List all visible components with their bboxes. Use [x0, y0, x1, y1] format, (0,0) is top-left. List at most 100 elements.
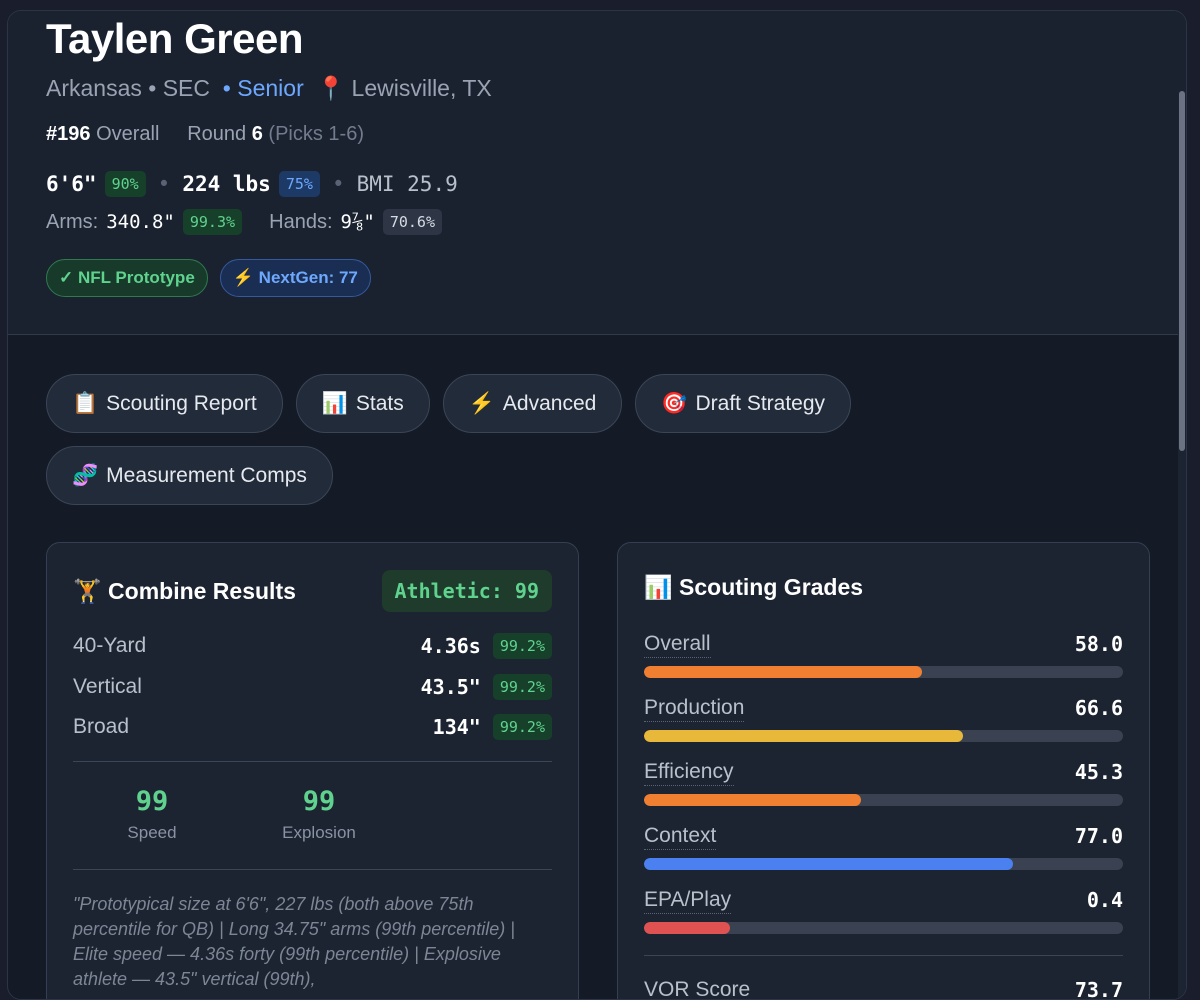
grade-bar-fill [644, 858, 1013, 870]
arms-percentile-badge: 99.3% [182, 209, 243, 235]
grade-label[interactable]: Efficiency [644, 760, 734, 786]
rank-number: #196 [46, 123, 91, 145]
combine-row-label: Vertical [73, 675, 142, 698]
bmi-value: BMI 25.9 [356, 172, 458, 196]
profile-tabs: 📋 Scouting Report 📊 Stats ⚡ Advanced 🎯 D… [46, 374, 906, 505]
dna-icon: 🧬 [72, 463, 99, 487]
combine-row-percentile: 99.2% [492, 674, 552, 700]
explosion-score: 99 Explosion [259, 786, 379, 843]
height-percentile-badge: 90% [104, 171, 146, 197]
combine-row: 40-Yard 4.36s 99.2% [73, 630, 552, 662]
athletic-score-badge: Athletic: 99 [381, 570, 552, 612]
class-year: • Senior [222, 75, 304, 101]
separator: • [148, 75, 157, 101]
combine-row: Vertical 43.5" 99.2% [73, 671, 552, 703]
nextgen-badge[interactable]: ⚡ NextGen: 77 [219, 259, 371, 297]
tab-scouting-report[interactable]: 📋 Scouting Report [46, 374, 283, 433]
divider [73, 761, 552, 762]
grade-value: 58.0 [1074, 632, 1123, 656]
tab-label: Scouting Report [106, 391, 257, 415]
player-subtitle: Arkansas • SEC • Senior 📍 Lewisville, TX [46, 75, 492, 102]
combine-row: Broad 134" 99.2% [73, 711, 552, 743]
tab-label: Advanced [502, 391, 597, 415]
hands-label: Hands: [269, 210, 333, 233]
grade-value: 0.4 [1086, 888, 1123, 912]
player-header: Taylen Green Arkansas • SEC • Senior 📍 L… [8, 11, 1186, 335]
grades-title-text: Scouting Grades [679, 574, 864, 600]
divider [73, 869, 552, 870]
speed-score-value: 99 [135, 786, 169, 817]
separator: • [331, 172, 345, 196]
lightning-icon: ⚡ [468, 391, 495, 415]
divider [644, 955, 1123, 956]
rank-label: Overall [96, 123, 160, 145]
location-pin-icon: 📍 [316, 75, 346, 101]
arms-label: Arms: [46, 210, 99, 233]
combine-row-value: 134" [432, 715, 481, 739]
conference[interactable]: SEC [162, 75, 211, 101]
nfl-prototype-badge[interactable]: ✓ NFL Prototype [46, 259, 208, 297]
grade-value: 66.6 [1074, 696, 1123, 720]
grade-bar-track [644, 794, 1123, 806]
grade-bar-fill [644, 730, 963, 742]
vor-score-label: VOR Score [644, 978, 751, 1000]
bar-chart-icon: 📊 [644, 574, 673, 600]
tab-label: Measurement Comps [106, 463, 307, 487]
height-value: 6'6" [46, 172, 97, 196]
grade-row-efficiency: Efficiency 45.3 [644, 760, 1123, 820]
grade-label[interactable]: Overall [644, 632, 711, 658]
tab-measurement-comps[interactable]: 🧬 Measurement Comps [46, 446, 333, 505]
grade-bar-track [644, 730, 1123, 742]
school[interactable]: Arkansas [46, 75, 142, 101]
grades-title: 📊 Scouting Grades [644, 574, 863, 601]
grade-label[interactable]: Context [644, 824, 717, 850]
combine-row-label: 40-Yard [73, 634, 147, 657]
combine-row-percentile: 99.2% [492, 633, 552, 659]
grade-bar-track [644, 922, 1123, 934]
tab-advanced[interactable]: ⚡ Advanced [442, 374, 623, 433]
grade-value: 77.0 [1074, 824, 1123, 848]
target-icon: 🎯 [661, 391, 688, 415]
scrollbar[interactable] [1178, 91, 1186, 999]
grade-row-epa-play: EPA/Play 0.4 [644, 888, 1123, 948]
grade-label[interactable]: EPA/Play [644, 888, 732, 914]
grade-bar-track [644, 666, 1123, 678]
tab-stats[interactable]: 📊 Stats [295, 374, 430, 433]
hands-value: 9⅞" [340, 211, 375, 233]
arms-value: 340.8" [106, 211, 175, 233]
weight-value: 224 lbs [182, 172, 271, 196]
grade-bar-fill [644, 794, 861, 806]
player-profile-panel: Taylen Green Arkansas • SEC • Senior 📍 L… [7, 10, 1187, 1000]
tab-label: Stats [355, 391, 404, 415]
combine-row-label: Broad [73, 715, 130, 738]
player-name: Taylen Green [46, 15, 304, 62]
round-number: 6 [251, 123, 263, 145]
combine-title: 🏋 Combine Results [73, 578, 296, 605]
player-badges: ✓ NFL Prototype ⚡ NextGen: 77 [46, 259, 371, 297]
body-measurements: 6'6" 90% • 224 lbs 75% • BMI 25.9 [46, 171, 458, 197]
round-picks: (Picks 1-6) [268, 123, 364, 145]
separator: • [157, 172, 171, 196]
grade-bar-fill [644, 922, 731, 934]
weight-percentile-badge: 75% [278, 171, 320, 197]
grade-label[interactable]: Production [644, 696, 745, 722]
scrollbar-thumb[interactable] [1179, 91, 1185, 451]
vor-score-row: VOR Score 73.7 [644, 978, 1123, 1000]
scouting-grades-card: 📊 Scouting Grades Overall 58.0 Production 6… [617, 542, 1150, 1000]
speed-score: 99 Speed [92, 786, 212, 843]
grade-bar-track [644, 858, 1123, 870]
tab-draft-strategy[interactable]: 🎯 Draft Strategy [635, 374, 852, 433]
combine-results-card: 🏋 Combine Results Athletic: 99 40-Yard 4… [46, 542, 579, 999]
vor-score-value: 73.7 [1074, 978, 1123, 1000]
grade-bar-fill [644, 666, 922, 678]
speed-score-label: Speed [127, 823, 177, 842]
grade-row-production: Production 66.6 [644, 696, 1123, 756]
clipboard-icon: 📋 [72, 391, 99, 415]
bar-chart-icon: 📊 [321, 391, 348, 415]
draft-rank: #196 Overall Round 6 (Picks 1-6) [46, 123, 364, 146]
weightlifter-icon: 🏋 [73, 578, 102, 604]
hometown: Lewisville, TX [351, 75, 492, 101]
hands-percentile-badge: 70.6% [382, 209, 442, 235]
explosion-score-value: 99 [302, 786, 336, 817]
explosion-score-label: Explosion [282, 823, 356, 842]
